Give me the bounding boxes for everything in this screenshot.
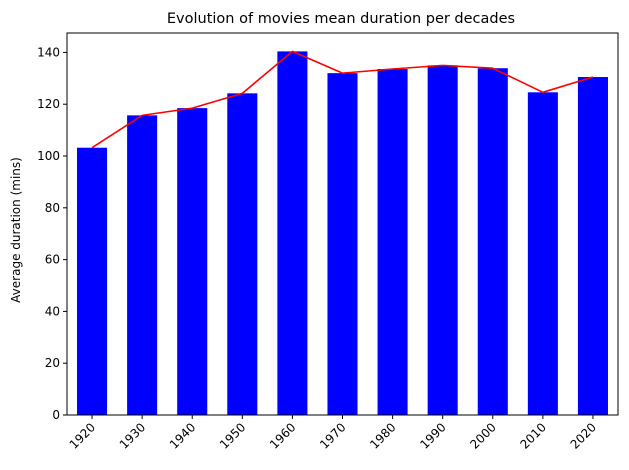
x-tick-label: 1920 — [67, 420, 98, 451]
bar-1990 — [427, 65, 458, 416]
plot-frame — [66, 32, 619, 416]
bar-1920 — [77, 147, 108, 416]
axes-frame — [66, 32, 619, 416]
x-tick-label: 2000 — [467, 420, 498, 451]
y-tick-label: 140 — [37, 45, 60, 59]
y-ticks-group: 0 20 40 60 80 100 120 140 — [37, 45, 67, 422]
bar-1960 — [277, 51, 308, 415]
x-tick-label: 1950 — [217, 420, 248, 451]
x-tick-label: 1990 — [417, 420, 448, 451]
x-ticks-group: 1920 1930 1940 1950 1960 1970 1980 1990 2000 2010… — [67, 415, 599, 452]
bar-1950 — [227, 93, 258, 415]
chart-title: Evolution of movies mean duration per de… — [167, 11, 515, 27]
bar-2010 — [527, 92, 558, 415]
bar-1940 — [177, 108, 208, 416]
trend-line — [91, 50, 594, 149]
bar-1970 — [327, 73, 358, 415]
y-tick-label: 60 — [45, 253, 60, 267]
y-tick-label: 80 — [45, 201, 60, 215]
x-tick-label: 1980 — [367, 420, 398, 451]
x-tick-label: 1970 — [317, 420, 348, 451]
x-tick-label: 1940 — [167, 420, 198, 451]
trend-line-group — [91, 50, 594, 149]
x-tick-label: 1930 — [117, 420, 148, 451]
y-tick-label: 100 — [37, 149, 60, 163]
bar-1980 — [377, 69, 408, 415]
x-tick-label: 2020 — [568, 420, 599, 451]
x-tick-label: 2010 — [517, 420, 548, 451]
bar-2020 — [577, 77, 608, 415]
y-axis-label: Average duration (mins) — [9, 157, 23, 303]
y-tick-label: 0 — [52, 408, 60, 422]
y-tick-label: 40 — [45, 304, 60, 318]
y-tick-label: 120 — [37, 97, 60, 111]
bar-2000 — [477, 68, 508, 415]
bars-group — [77, 51, 608, 416]
bar-1930 — [127, 115, 158, 416]
y-tick-label: 20 — [45, 356, 60, 370]
x-tick-label: 1960 — [267, 420, 298, 451]
